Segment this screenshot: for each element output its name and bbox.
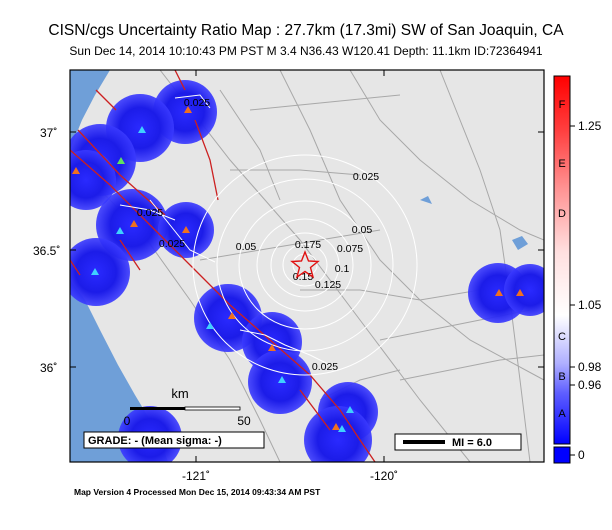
colorbar-value: 1.05 — [578, 298, 602, 312]
contour-label: 0.125 — [315, 279, 341, 291]
colorbar-letter: F — [559, 99, 566, 111]
colorbar-letter: C — [558, 331, 566, 343]
colorbar-letter: A — [558, 408, 566, 420]
epicenter-star-icon — [290, 250, 320, 279]
contour-label: 0.05 — [236, 241, 257, 253]
colorbar-value: 0 — [578, 448, 585, 462]
colorbar-zero-swatch — [553, 446, 571, 464]
processing-info: Map Version 4 Processed Mon Dec 15, 2014… — [74, 487, 321, 497]
contour-label: 0.175 — [295, 239, 321, 251]
map-area[interactable]: 0.025 0.025 0.025 0.025 0.025 0.05 0.05 … — [56, 70, 556, 474]
mmi-legend-box — [394, 433, 522, 451]
lat-tick-label: 36˚ — [40, 361, 57, 375]
lon-tick-label: -121˚ — [182, 469, 210, 483]
contours — [119, 94, 418, 376]
lat-tick-label: 37˚ — [40, 126, 57, 140]
uncertainty-zones — [70, 80, 544, 462]
event-info: Sun Dec 14, 2014 10:10:43 PM PST M 3.4 N… — [69, 44, 543, 58]
contour-label: 0.05 — [352, 224, 373, 236]
grade-box — [83, 431, 265, 449]
contour-label: 0.025 — [184, 97, 210, 109]
colorbar: F E D C B A 1.25 1.05 0.98 0.96 0 — [553, 75, 602, 464]
colorbar-letter: D — [558, 208, 566, 220]
contour-label: 0.1 — [335, 263, 350, 275]
grade-label: GRADE: - (Mean sigma: -) — [88, 435, 222, 447]
mmi-label: MI = 6.0 — [452, 437, 492, 449]
contour-label: 0.025 — [312, 361, 338, 373]
bay-water — [70, 70, 110, 150]
scale-unit: km — [171, 386, 188, 401]
mmi-line — [403, 440, 445, 444]
faults — [70, 70, 376, 462]
contour-label: 0.025 — [353, 171, 379, 183]
map-frame — [69, 69, 545, 463]
colorbar-letter: E — [558, 158, 565, 170]
lake — [420, 196, 432, 204]
scale-bar: km 0 50 — [124, 386, 251, 428]
contour-label: 0.075 — [337, 243, 363, 255]
stations — [72, 106, 524, 432]
colorbar-value: 1.25 — [578, 119, 602, 133]
colorbar-value: 0.98 — [578, 360, 602, 374]
colorbar-value: 0.96 — [578, 378, 602, 392]
contour-label: 0.025 — [159, 238, 185, 250]
lat-tick-label: 36.5˚ — [33, 244, 60, 258]
colorbar-letter: B — [558, 371, 565, 383]
lake — [512, 236, 528, 250]
lon-tick-label: -120˚ — [370, 469, 398, 483]
contour-label: 0.025 — [137, 207, 163, 219]
map-title: CISN/cgs Uncertainty Ratio Map : 27.7km … — [48, 22, 564, 39]
scale-end: 50 — [237, 414, 251, 428]
axis-ticks — [70, 70, 544, 462]
scale-start: 0 — [124, 414, 131, 428]
